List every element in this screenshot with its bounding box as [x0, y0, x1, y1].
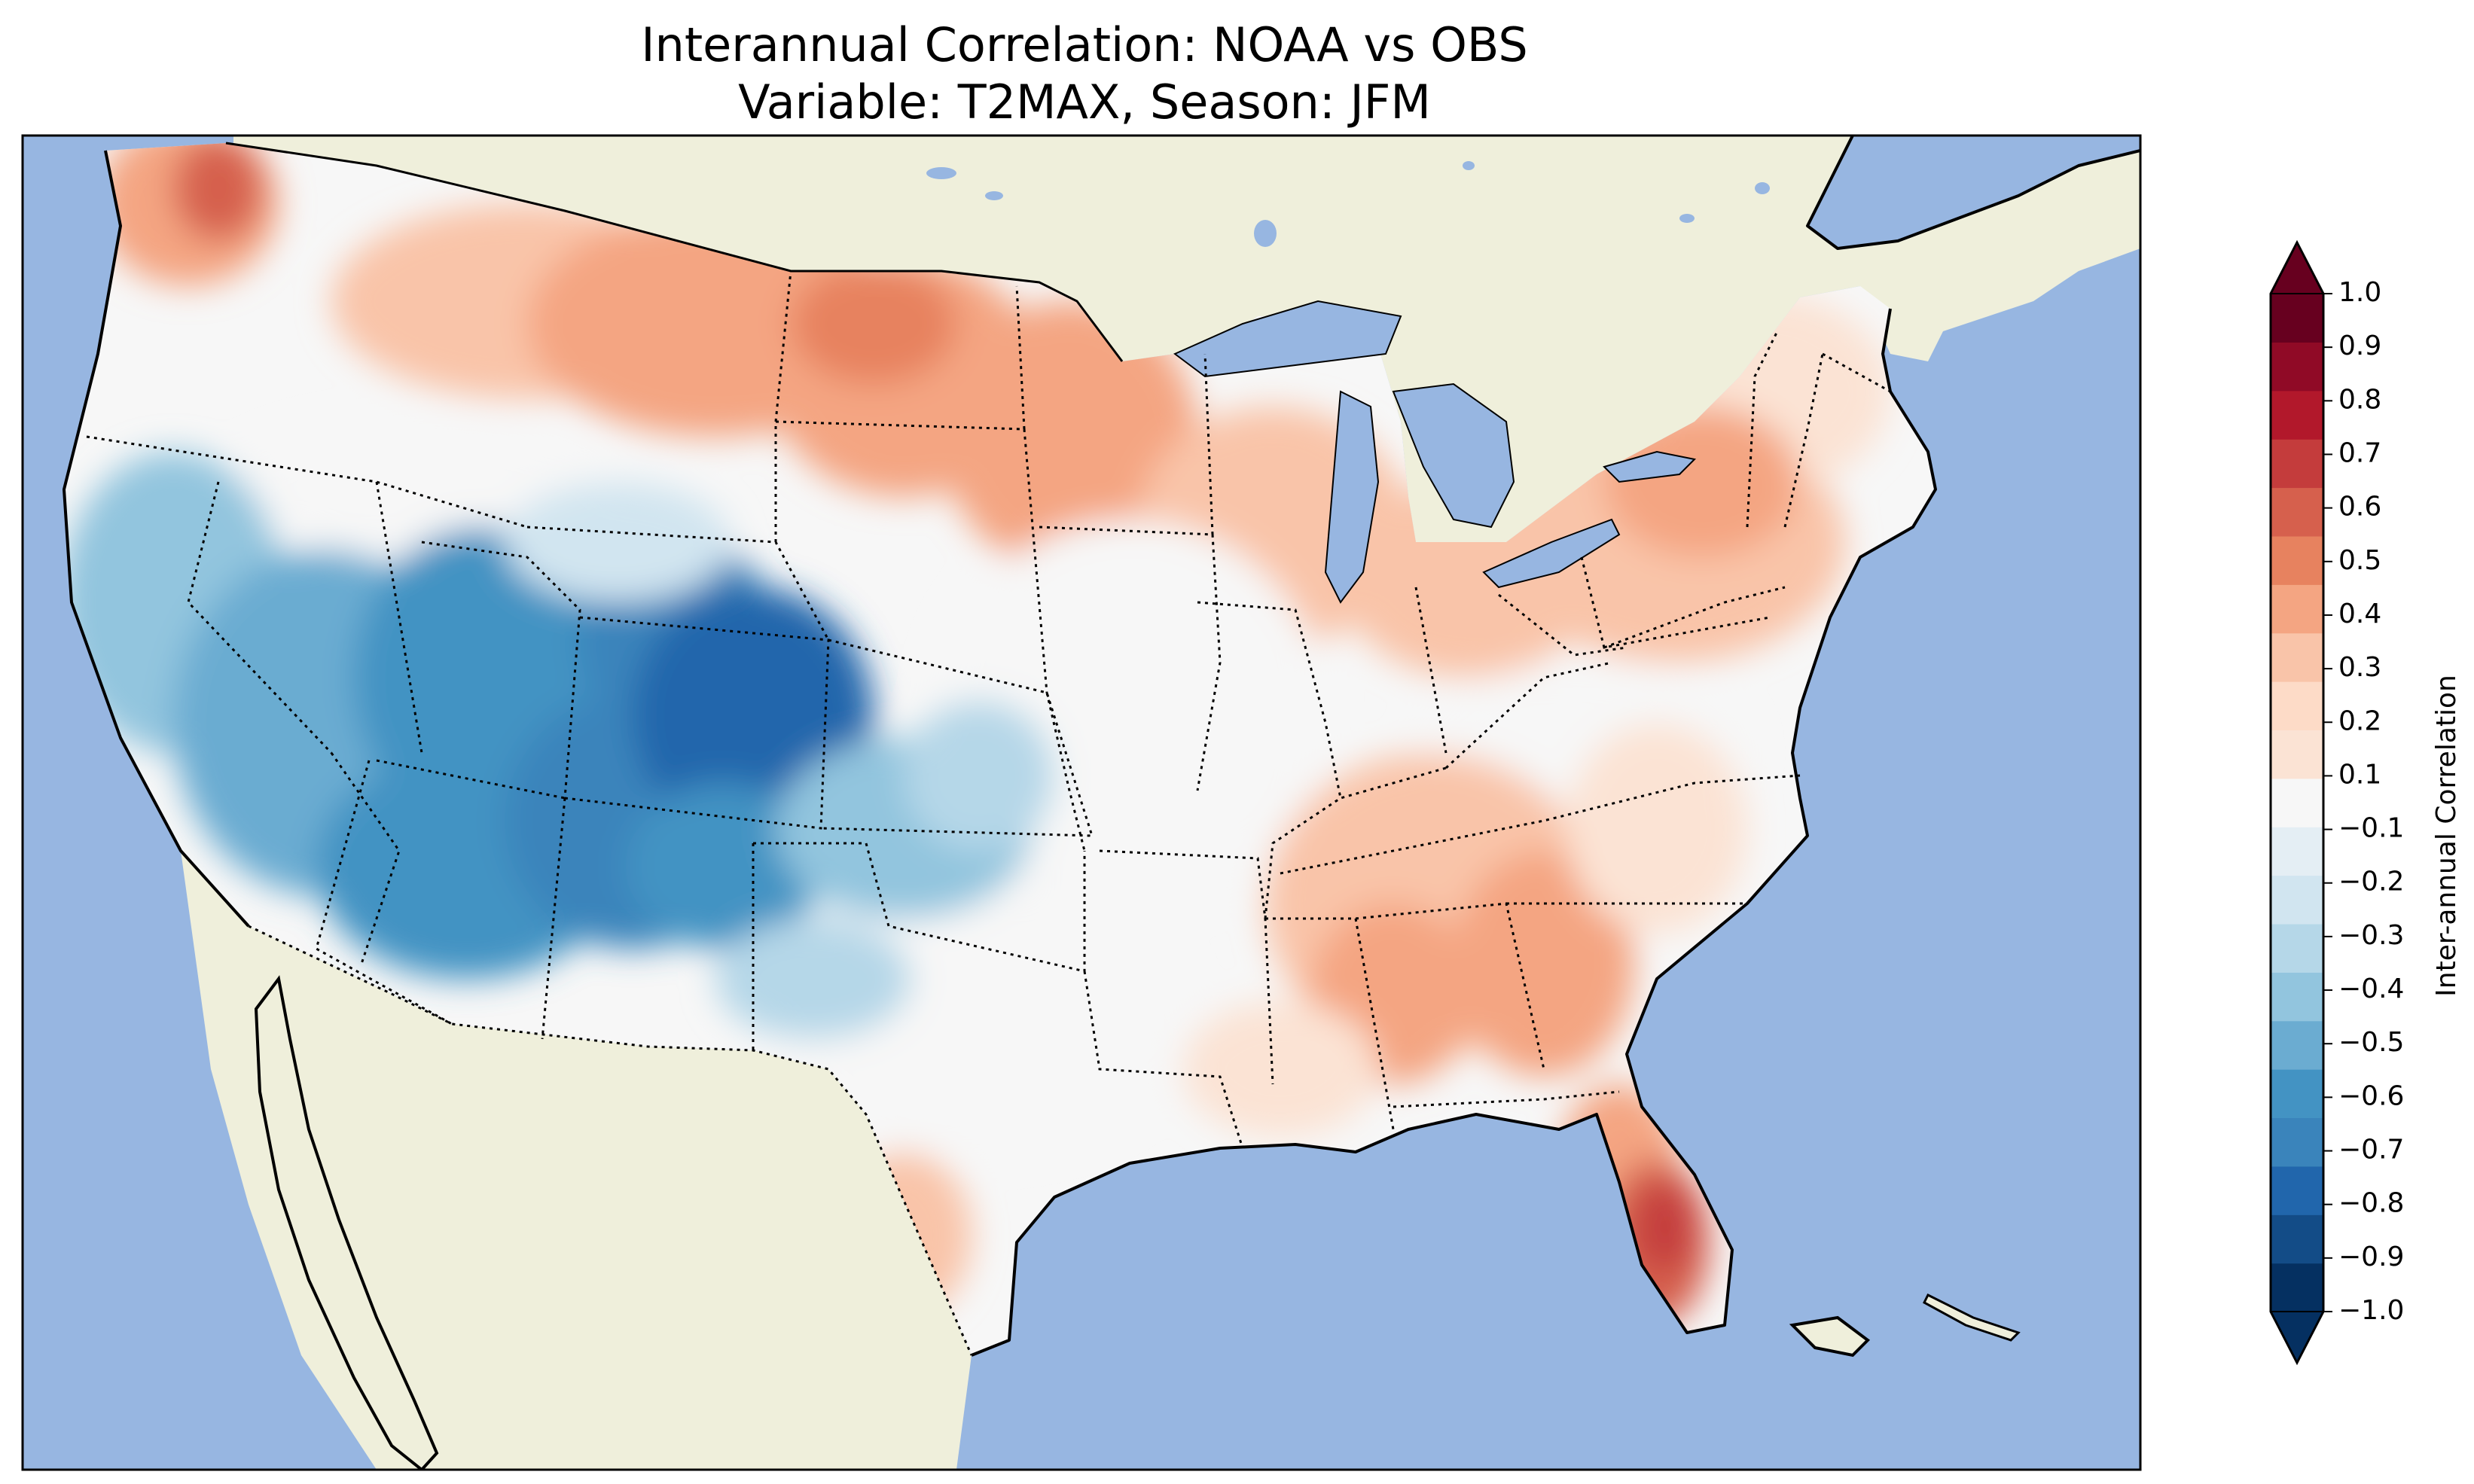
colorbar-tick-label: −0.2	[2338, 867, 2404, 897]
colorbar-tick-label: −0.6	[2338, 1080, 2404, 1111]
colorbar-tick-label: 1.0	[2338, 277, 2381, 308]
colorbar-bottom-extend-arrow	[2269, 1311, 2325, 1365]
colorbar-bin	[2271, 778, 2323, 827]
cuba	[1789, 1315, 1871, 1358]
figure-title: Interannual Correlation: NOAA vs OBS Var…	[23, 17, 2146, 131]
us-canada-border	[225, 142, 1124, 362]
lake-michigan	[1324, 390, 1380, 604]
great-lakes	[1173, 300, 1697, 604]
colorbar-tick-label: 0.1	[2338, 759, 2381, 790]
colorbar-tick-label: −0.7	[2338, 1135, 2404, 1166]
colorbar-tick-label: 0.3	[2338, 652, 2381, 683]
lake-huron	[1392, 382, 1515, 529]
correlation-field	[64, 143, 1890, 1325]
colorbar-bin	[2271, 972, 2323, 1022]
colorbar-ticks: 1.0 0.9 0.8 0.7 0.6 0.5 0.4 0.3 0.2 0.1 −0.1 −0.2 −0…	[2323, 277, 2404, 1326]
colorbar-label: Inter-annual Correlation	[2431, 675, 2462, 997]
colorbar-tick-label: −0.3	[2338, 920, 2404, 951]
map-frame	[21, 134, 2142, 1471]
canada-land	[233, 136, 2140, 542]
colorbar-bin	[2271, 1166, 2323, 1215]
colorbar-top-extend-arrow	[2269, 240, 2325, 294]
colorbar-tick-label: −0.4	[2338, 974, 2404, 1004]
colorbar-bin	[2271, 1117, 2323, 1167]
colorbar-bin	[2271, 875, 2323, 925]
international-borders	[225, 142, 1124, 1356]
colorbar-tick-label: −0.8	[2338, 1188, 2404, 1219]
colorbar-bin	[2271, 827, 2323, 876]
colorbar-tick-label: −0.9	[2338, 1242, 2404, 1272]
colorbar-bin	[2271, 1263, 2323, 1312]
lake-erie	[1482, 518, 1621, 589]
colorbar-tick-label: 0.4	[2338, 599, 2381, 629]
colorbar-bin	[2271, 730, 2323, 779]
colorbar-tick-label: 0.9	[2338, 331, 2381, 361]
mexico-land	[181, 851, 972, 1470]
colorbar-bin	[2271, 584, 2323, 634]
colorbar-tick-label: −0.1	[2338, 813, 2404, 844]
lake-superior	[1173, 300, 1402, 378]
colorbar-tick-label: 0.8	[2338, 384, 2381, 415]
colorbar-bin	[2271, 487, 2323, 537]
colorbar-tick-label: 0.5	[2338, 545, 2381, 576]
colorbar-tick-label: −0.5	[2338, 1027, 2404, 1058]
colorbar-tick-label: 0.7	[2338, 437, 2381, 468]
baja-peninsula	[254, 975, 439, 1470]
colorbar-bins	[2271, 294, 2323, 1312]
colorbar-bin	[2271, 390, 2323, 440]
colorbar-bin	[2271, 681, 2323, 731]
colorbar-bin	[2271, 535, 2323, 585]
colorbar-bin	[2271, 1020, 2323, 1070]
colorbar-tick-label: −1.0	[2338, 1295, 2404, 1326]
colorbar-tick-label: 0.6	[2338, 492, 2381, 523]
colorbar-bin	[2271, 342, 2323, 392]
us-mexico-border	[248, 925, 973, 1356]
title-line-2: Variable: T2MAX, Season: JFM	[738, 75, 1431, 130]
colorbar-bin	[2271, 632, 2323, 682]
colorbar-bin	[2271, 1214, 2323, 1264]
us-coastline	[63, 136, 2140, 1357]
colorbar-bin	[2271, 923, 2323, 973]
colorbar-bin	[2271, 439, 2323, 489]
canada-lakes	[926, 161, 1770, 247]
colorbar-bin	[2271, 1069, 2323, 1119]
title-line-1: Interannual Correlation: NOAA vs OBS	[641, 17, 1528, 72]
lake-ontario	[1603, 450, 1697, 483]
colorbar-tick-label: 0.2	[2338, 705, 2381, 736]
state-borders	[86, 270, 1891, 1149]
bahamas	[1923, 1293, 2021, 1342]
colorbar-bin	[2271, 294, 2323, 343]
